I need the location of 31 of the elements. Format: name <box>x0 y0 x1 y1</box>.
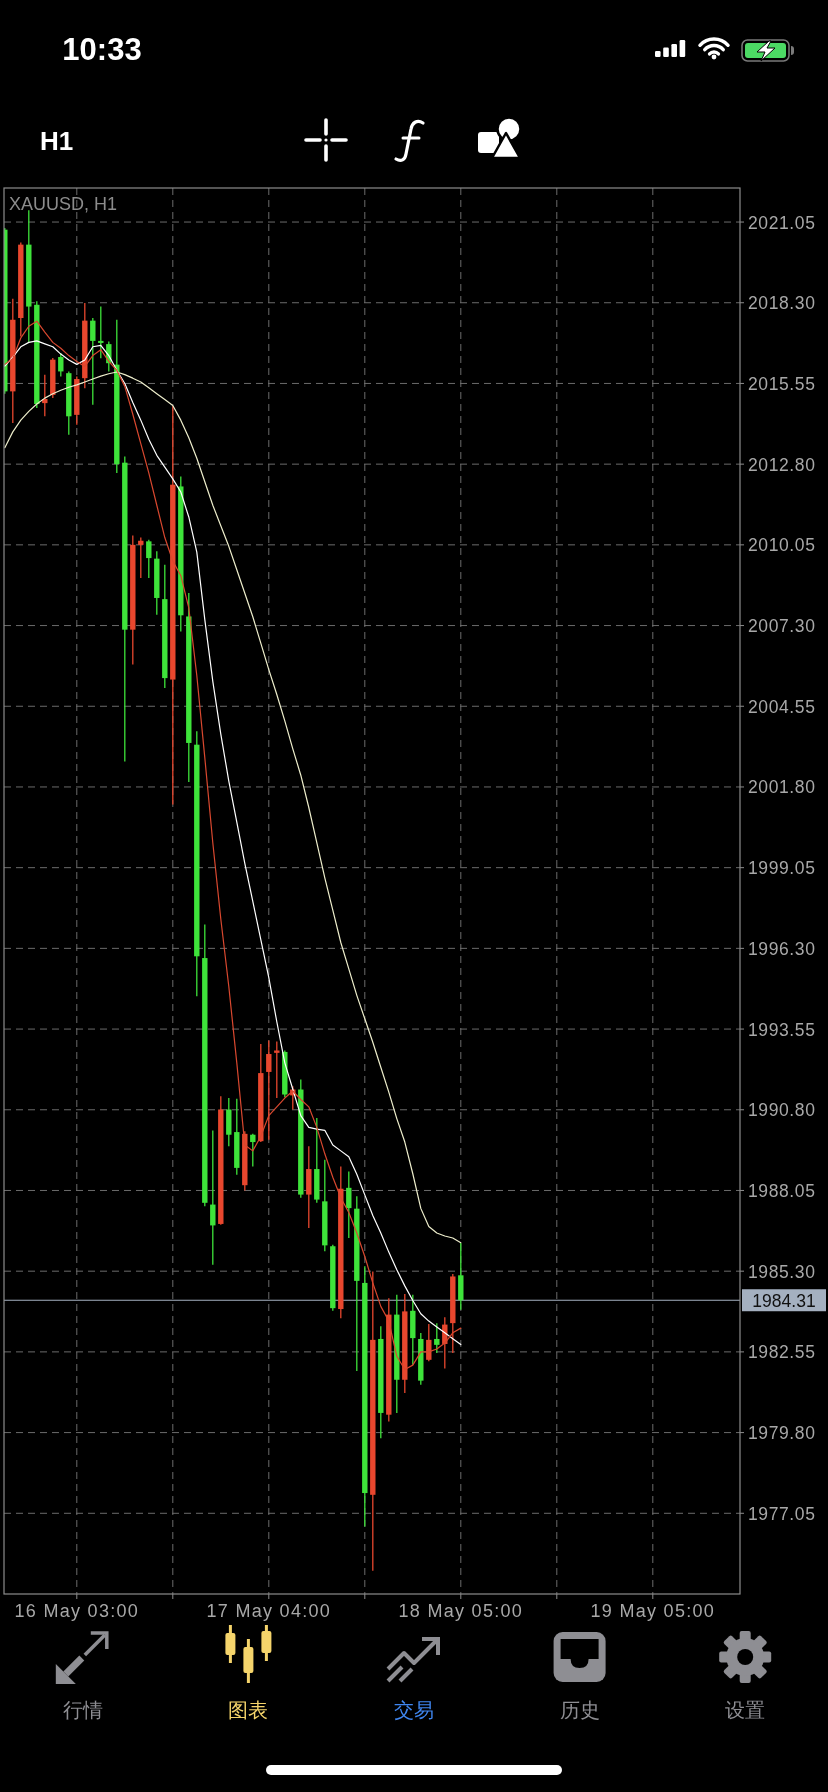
x-tick-label: 19 May 05:00 <box>590 1601 716 1621</box>
y-tick-label: 1977.05 <box>748 1503 816 1524</box>
text: 历史 <box>559 1699 600 1721</box>
y-tick-label: 1982.55 <box>748 1342 816 1363</box>
y-tick-label: 1993.55 <box>748 1019 816 1040</box>
y-tick-label: 1988.05 <box>748 1180 816 1201</box>
text: 交易 <box>394 1699 434 1721</box>
y-tick-label: 2015.55 <box>748 373 816 394</box>
text: 10:33 <box>62 32 142 67</box>
y-tick-label: 1985.30 <box>748 1261 816 1282</box>
text: H1 <box>40 126 74 156</box>
text: 设置 <box>725 1699 766 1721</box>
y-tick-label: 2004.55 <box>748 696 816 717</box>
text: 图表 <box>228 1699 269 1721</box>
chart-title: XAUUSD, H1 <box>9 194 118 214</box>
y-tick-label: 2010.05 <box>748 535 816 556</box>
x-tick-label: 18 May 05:00 <box>398 1601 524 1621</box>
ref-line-label: 1984.31 <box>742 1289 826 1312</box>
x-tick-label: 17 May 04:00 <box>206 1601 332 1621</box>
ref-line-label: 1984.31 <box>752 1290 816 1311</box>
x-tick-label: 16 May 03:00 <box>14 1601 140 1621</box>
y-tick-label: 1990.80 <box>748 1100 816 1121</box>
y-tick-label: 2012.80 <box>748 454 816 475</box>
y-tick-label: 1979.80 <box>748 1423 816 1444</box>
y-tick-label: 2007.30 <box>748 616 816 637</box>
y-tick-label: 1996.30 <box>748 938 816 959</box>
y-tick-label: 1999.05 <box>748 858 816 879</box>
y-tick-label: 2021.05 <box>748 212 816 233</box>
y-tick-label: 2001.80 <box>748 777 816 798</box>
y-tick-label: 2018.30 <box>748 293 816 314</box>
text: 行情 <box>62 1699 103 1721</box>
